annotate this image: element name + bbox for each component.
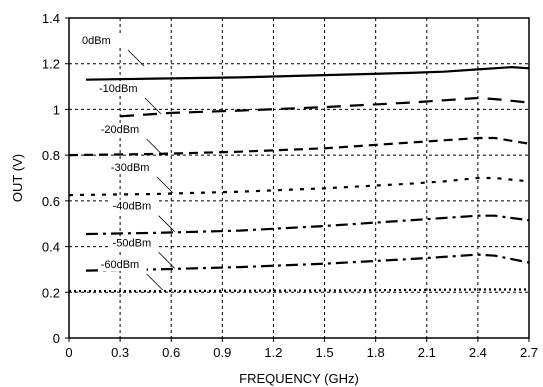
- label-leader: [127, 49, 145, 67]
- curves: [68, 65, 530, 293]
- series-line: [85, 253, 530, 272]
- label-background: [110, 199, 159, 213]
- y-tick-label: 0.2: [42, 285, 60, 300]
- label-leader: [156, 176, 174, 194]
- series-label: -30dBm: [111, 162, 150, 174]
- series-line: [120, 96, 530, 118]
- x-axis-title: FREQUENCY (GHz): [239, 371, 359, 386]
- series-label: -50dBm: [113, 237, 152, 249]
- series-line: [85, 65, 530, 81]
- label-background: [97, 82, 145, 95]
- x-tick-label: 0.3: [111, 345, 129, 360]
- label-background: [98, 258, 147, 271]
- y-tick-label: 0: [53, 331, 60, 346]
- x-tick-label: 1.2: [264, 345, 282, 360]
- series-line: [69, 288, 529, 293]
- x-tick-label: 0.6: [162, 345, 180, 360]
- label-leader: [158, 215, 175, 232]
- series-label: -10dBm: [99, 83, 138, 95]
- x-tick-label: 2.7: [520, 345, 538, 360]
- label-leader: [158, 252, 175, 269]
- label-background: [110, 236, 159, 250]
- x-tick-labels: 0 0.3 0.6 0.9 1.2 1.5 1.8 2.1 2.4 2.7: [65, 345, 538, 360]
- x-tick-label: 0: [65, 345, 72, 360]
- series-line: [85, 214, 530, 236]
- x-tick-label: 1.5: [316, 345, 334, 360]
- x-tick-label: 1.8: [367, 345, 385, 360]
- label-background: [79, 34, 128, 47]
- label-leader: [146, 273, 163, 291]
- label-leader: [146, 138, 163, 156]
- y-tick-label: 0.6: [42, 194, 60, 209]
- series-label: -60dBm: [101, 259, 140, 271]
- label-background: [108, 160, 157, 174]
- x-tick-label: 2.1: [418, 345, 436, 360]
- series-label: 0dBm: [82, 35, 111, 47]
- series-label: -20dBm: [101, 124, 140, 136]
- series-line: [68, 136, 530, 157]
- curve-labels: 0dBm -10dBm -20dBm -30dBm -40dBm -50dBm -60dBm: [79, 34, 175, 291]
- x-tick-label: 2.4: [469, 345, 487, 360]
- label-leader: [144, 97, 162, 115]
- y-tick-label: 1.4: [42, 11, 60, 26]
- label-background: [98, 123, 147, 137]
- x-tick-label: 0.9: [213, 345, 231, 360]
- y-tick-label: 0.8: [42, 148, 60, 163]
- series-label: -40dBm: [113, 201, 152, 213]
- y-tick-labels: 0 0.2 0.4 0.6 0.8 1 1.2 1.4: [42, 11, 60, 346]
- series-line: [68, 176, 530, 197]
- y-axis-title: OUT (V): [10, 154, 25, 202]
- grid: [65, 17, 530, 342]
- y-tick-label: 0.4: [42, 240, 60, 255]
- y-tick-label: 1.2: [42, 57, 60, 72]
- plot-frame: [68, 17, 530, 339]
- y-tick-label: 1: [53, 102, 60, 117]
